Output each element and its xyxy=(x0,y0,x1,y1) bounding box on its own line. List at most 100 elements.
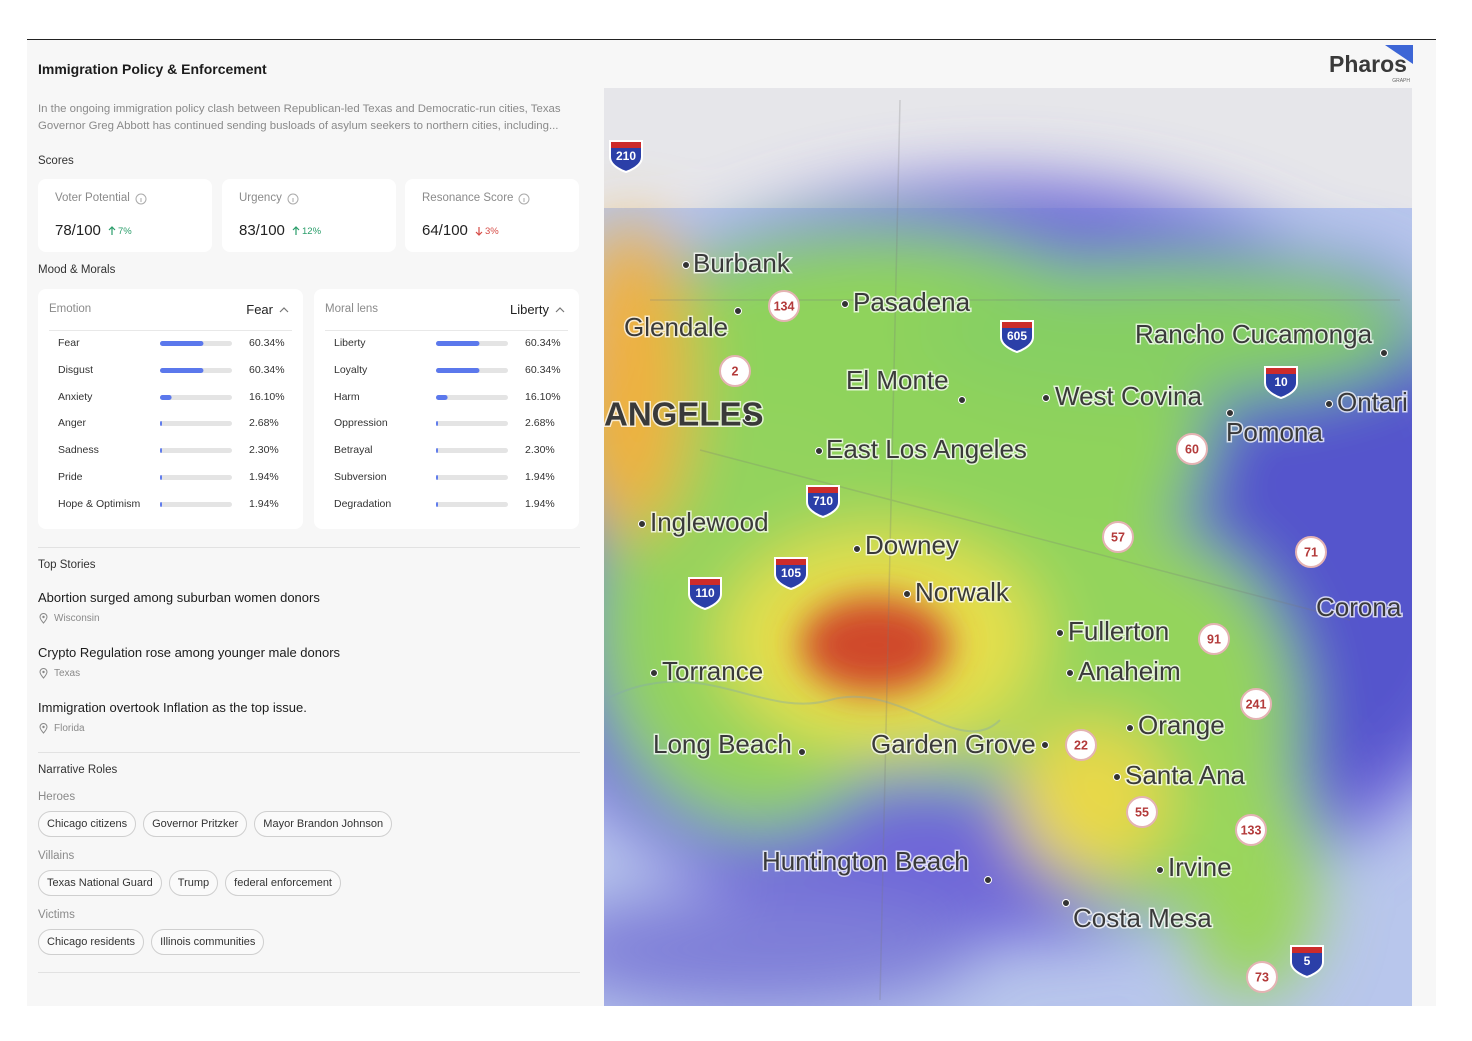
city-label: Inglewood xyxy=(650,507,769,537)
section-label: Top Stories xyxy=(38,559,96,571)
role-group: Heroes xyxy=(38,791,76,803)
route-shield xyxy=(1295,536,1327,568)
heat-map[interactable]: Burbank Glendale Pasadena Rancho Cucamonga E… xyxy=(604,88,1412,1006)
row-label: Subversion xyxy=(334,471,387,483)
city-label: Orange xyxy=(1138,710,1225,740)
panel-dropdown[interactable]: Liberty xyxy=(509,302,549,317)
row-value: 1.94% xyxy=(525,471,555,483)
row-value: 1.94% xyxy=(525,497,555,510)
city-dot xyxy=(1056,629,1064,637)
arrow xyxy=(108,226,116,235)
city-label: Burbank xyxy=(693,248,791,278)
city-dot xyxy=(650,669,658,677)
score-card[interactable]: Voter Potential 78/100 7% xyxy=(38,179,212,252)
route-shield xyxy=(1065,729,1097,761)
interstate-number: 210 xyxy=(616,149,636,163)
bar xyxy=(436,367,508,373)
route-number: 73 xyxy=(1255,970,1269,984)
city-label: Norwalk xyxy=(915,577,1010,607)
arrow xyxy=(292,226,300,235)
bar-fill xyxy=(436,448,438,454)
panel-dropdown[interactable]: Fear xyxy=(246,302,273,317)
change-arrow xyxy=(475,227,483,236)
bar-track xyxy=(436,448,508,454)
story-location: Wisconsin xyxy=(54,613,100,624)
logo-text: Pharos xyxy=(1329,51,1407,77)
route-number: 241 xyxy=(1246,697,1267,711)
row-value: 2.30% xyxy=(249,444,279,457)
city-dot xyxy=(638,520,646,528)
city-label: Garden Grove xyxy=(871,729,1036,759)
bar-track xyxy=(436,421,508,427)
chip[interactable]: Trump xyxy=(168,870,219,896)
city-label: Fullerton xyxy=(1068,616,1169,646)
chip[interactable]: Chicago citizens xyxy=(38,811,137,837)
bar-track xyxy=(436,501,508,507)
chip[interactable]: Illinois communities xyxy=(151,929,265,955)
story-title[interactable]: Abortion surged among suburban women don… xyxy=(38,590,320,605)
shield-top xyxy=(808,487,838,493)
score-card[interactable]: Resonance Score 64/100 3% xyxy=(405,179,579,252)
city-label: Glendale xyxy=(624,312,728,342)
panel-rule xyxy=(325,330,568,331)
row-label: Harm xyxy=(334,390,360,403)
interstate-shield xyxy=(774,557,808,591)
route-shield xyxy=(768,290,800,322)
bar xyxy=(436,501,508,507)
bar-track xyxy=(160,421,232,427)
score-value: 64/100 xyxy=(422,222,468,239)
bar-fill xyxy=(436,501,438,507)
chip[interactable]: federal enforcement xyxy=(225,870,341,896)
city-label: Long Beach xyxy=(653,729,792,759)
story-title[interactable]: Immigration overtook Inflation as the to… xyxy=(38,700,307,715)
route-shield xyxy=(1176,433,1208,465)
shield-top xyxy=(1292,947,1322,953)
role-group: Villains xyxy=(38,850,75,862)
row-label: Liberty xyxy=(334,337,366,349)
bar xyxy=(160,501,232,507)
city-dot xyxy=(1042,394,1050,402)
city-dot xyxy=(1041,741,1049,749)
story-title[interactable]: Crypto Regulation rose among younger mal… xyxy=(38,645,341,660)
city-label: East Los Angeles xyxy=(826,434,1027,464)
city-dot xyxy=(1066,669,1074,677)
info-icon xyxy=(287,193,299,205)
score-card[interactable]: Urgency 83/100 12% xyxy=(222,179,396,252)
chip[interactable]: Texas National Guard xyxy=(38,870,162,896)
bar xyxy=(160,394,232,400)
row-value: 60.34% xyxy=(249,363,285,376)
route-number: 133 xyxy=(1241,823,1262,837)
bar-fill xyxy=(160,394,172,400)
bar xyxy=(436,421,508,427)
city-label: Irvine xyxy=(1168,852,1232,882)
chevron xyxy=(555,307,565,313)
route-shield xyxy=(1126,796,1158,828)
interstate-number: 710 xyxy=(813,494,833,508)
bar xyxy=(436,341,508,346)
city-label: ANGELES xyxy=(604,396,764,433)
score-change: 12% xyxy=(302,226,322,237)
score-name: Resonance Score xyxy=(422,192,514,204)
divider xyxy=(38,972,580,973)
chip[interactable]: Governor Pritzker xyxy=(143,811,248,837)
bar-track xyxy=(436,475,508,480)
city-dot xyxy=(1126,724,1134,732)
score-change: 3% xyxy=(485,226,499,237)
row-label: Loyalty xyxy=(334,363,368,376)
chip[interactable]: Chicago residents xyxy=(38,929,145,955)
bar xyxy=(160,341,232,346)
score-change: 7% xyxy=(118,226,132,237)
pin xyxy=(39,613,48,624)
city-dot xyxy=(958,396,966,404)
section-label: Narrative Roles xyxy=(38,764,118,776)
route-number: 134 xyxy=(774,299,795,313)
bar-fill xyxy=(436,475,438,480)
chevron-path xyxy=(555,307,565,313)
bar-fill xyxy=(436,367,480,373)
chip[interactable]: Mayor Brandon Johnson xyxy=(254,811,393,837)
row-value: 16.10% xyxy=(249,390,285,403)
shield-top xyxy=(611,142,641,148)
route-number: 71 xyxy=(1304,545,1318,559)
bar-fill xyxy=(436,421,438,427)
route-shield xyxy=(1102,521,1134,553)
